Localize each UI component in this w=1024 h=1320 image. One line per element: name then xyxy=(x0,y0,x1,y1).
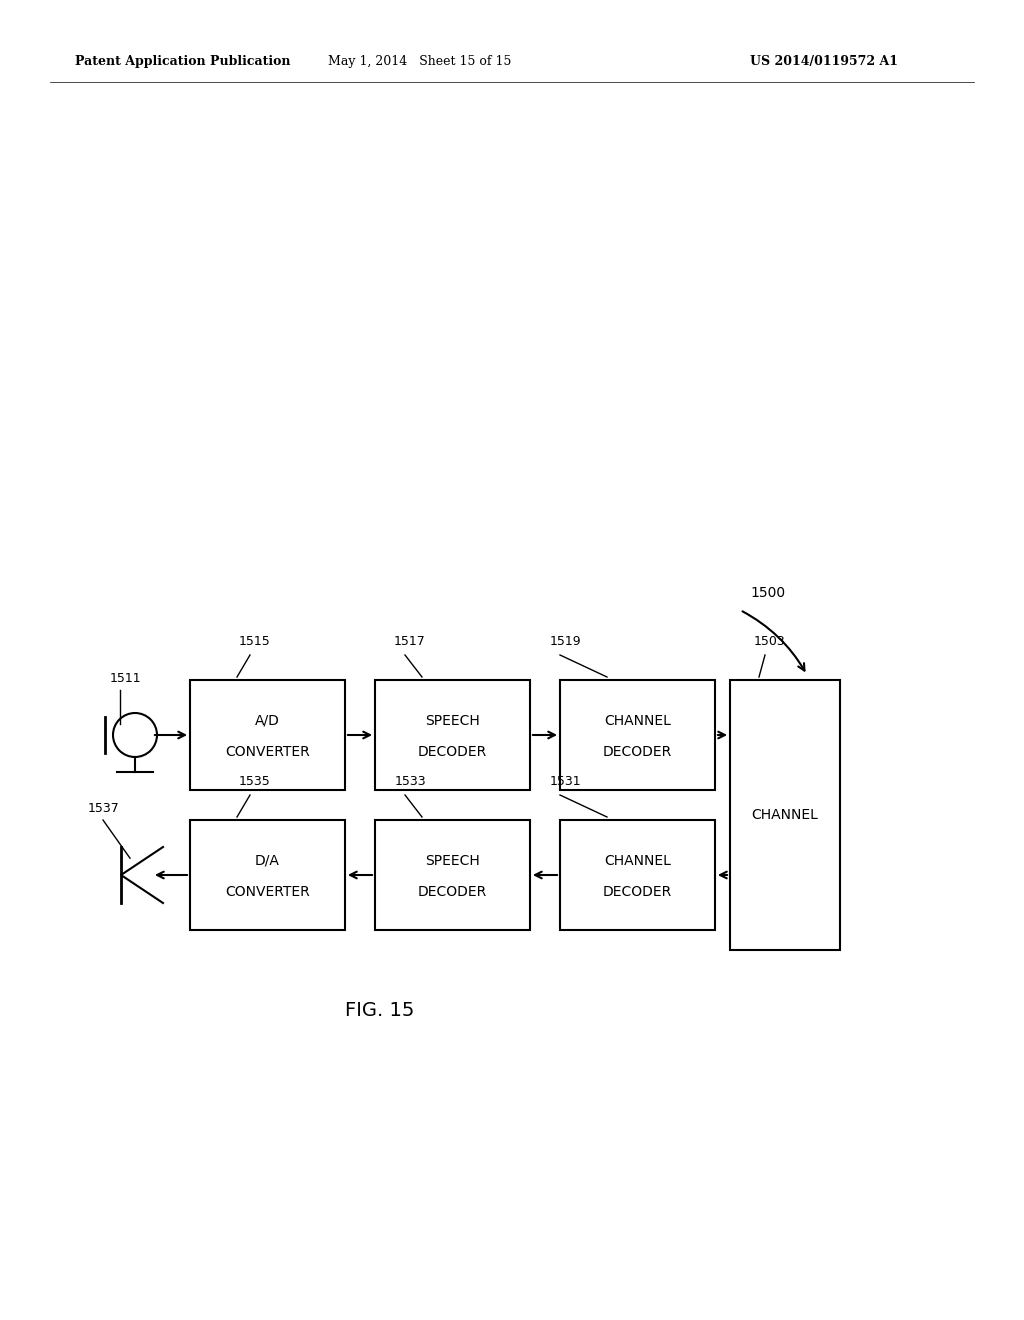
Text: CONVERTER: CONVERTER xyxy=(225,884,310,899)
Bar xyxy=(190,820,345,931)
Text: 1517: 1517 xyxy=(394,635,426,648)
Text: Patent Application Publication: Patent Application Publication xyxy=(75,55,291,69)
Text: CHANNEL: CHANNEL xyxy=(604,714,671,727)
Bar xyxy=(375,820,530,931)
Text: DECODER: DECODER xyxy=(603,744,672,759)
Text: CHANNEL: CHANNEL xyxy=(604,854,671,867)
Text: SPEECH: SPEECH xyxy=(425,854,480,867)
Bar xyxy=(560,820,715,931)
Text: 1535: 1535 xyxy=(240,775,271,788)
Bar xyxy=(190,680,345,789)
Text: DECODER: DECODER xyxy=(603,884,672,899)
Text: US 2014/0119572 A1: US 2014/0119572 A1 xyxy=(750,55,898,69)
Text: CONVERTER: CONVERTER xyxy=(225,744,310,759)
Text: SPEECH: SPEECH xyxy=(425,714,480,727)
Text: DECODER: DECODER xyxy=(418,884,487,899)
Bar xyxy=(730,680,840,950)
Text: D/A: D/A xyxy=(255,854,280,867)
Bar xyxy=(375,680,530,789)
Text: A/D: A/D xyxy=(255,714,280,727)
Text: CHANNEL: CHANNEL xyxy=(752,808,818,822)
Text: May 1, 2014   Sheet 15 of 15: May 1, 2014 Sheet 15 of 15 xyxy=(329,55,512,69)
Text: 1537: 1537 xyxy=(88,803,120,814)
Text: 1515: 1515 xyxy=(240,635,271,648)
Text: 1503: 1503 xyxy=(754,635,785,648)
Text: DECODER: DECODER xyxy=(418,744,487,759)
Bar xyxy=(560,680,715,789)
Text: 1511: 1511 xyxy=(110,672,141,685)
Text: 1533: 1533 xyxy=(394,775,426,788)
Text: 1519: 1519 xyxy=(549,635,581,648)
Text: FIG. 15: FIG. 15 xyxy=(345,1001,415,1019)
Text: 1500: 1500 xyxy=(750,586,785,601)
Text: 1531: 1531 xyxy=(549,775,581,788)
